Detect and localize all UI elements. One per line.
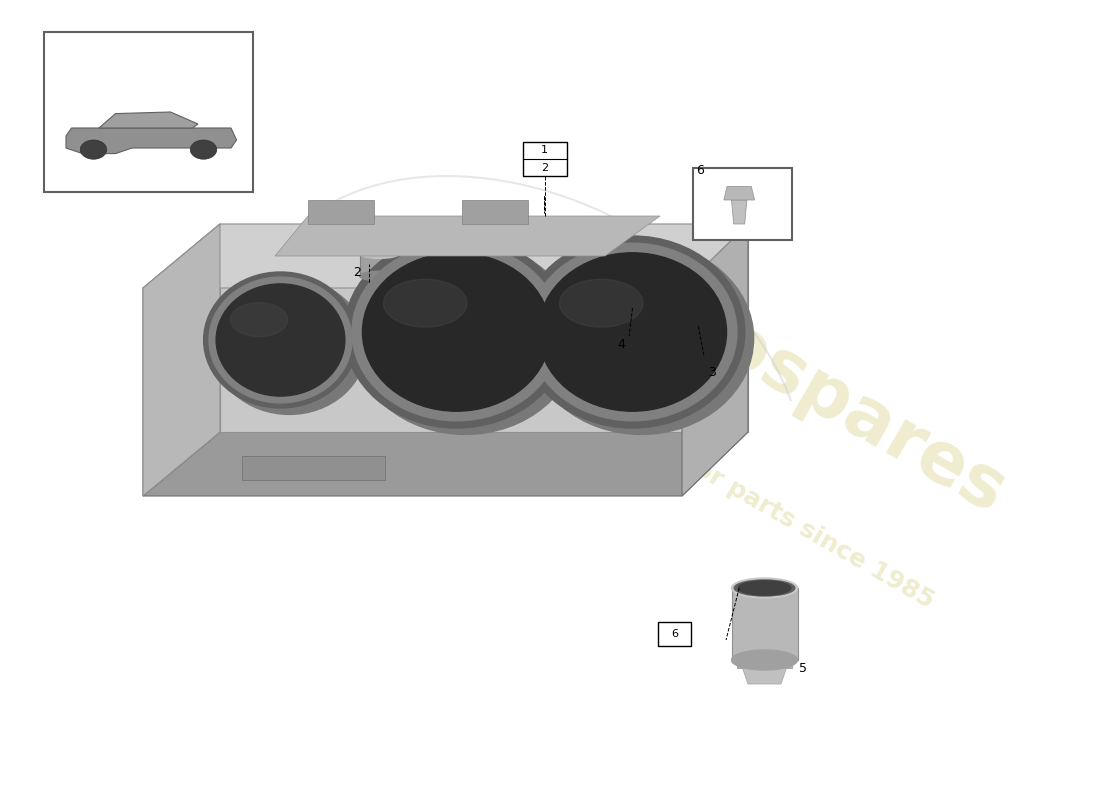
Polygon shape — [732, 200, 747, 224]
Ellipse shape — [529, 242, 754, 434]
Polygon shape — [682, 224, 748, 496]
Bar — [522, 142, 566, 176]
Polygon shape — [242, 456, 385, 480]
Ellipse shape — [216, 284, 345, 396]
Polygon shape — [692, 324, 705, 368]
Ellipse shape — [209, 277, 352, 403]
Text: eurospares: eurospares — [587, 240, 1019, 528]
Ellipse shape — [353, 242, 578, 434]
Ellipse shape — [383, 279, 468, 327]
Ellipse shape — [352, 243, 561, 421]
Polygon shape — [360, 254, 399, 276]
Ellipse shape — [528, 243, 737, 421]
Circle shape — [190, 140, 217, 159]
Bar — [658, 622, 691, 646]
Ellipse shape — [560, 279, 642, 327]
Bar — [693, 168, 792, 240]
Ellipse shape — [732, 650, 798, 670]
Polygon shape — [462, 200, 528, 224]
Bar — [44, 32, 253, 192]
Ellipse shape — [204, 272, 358, 408]
Polygon shape — [742, 668, 786, 684]
Circle shape — [80, 140, 107, 159]
Text: 5: 5 — [799, 662, 807, 674]
Ellipse shape — [732, 578, 798, 598]
Text: 4: 4 — [617, 338, 626, 350]
Polygon shape — [308, 200, 374, 224]
Polygon shape — [275, 216, 660, 256]
Ellipse shape — [735, 580, 794, 596]
Ellipse shape — [360, 249, 399, 258]
Polygon shape — [143, 224, 748, 288]
Polygon shape — [143, 224, 220, 496]
Ellipse shape — [520, 236, 745, 428]
Text: 2: 2 — [541, 163, 548, 173]
Polygon shape — [724, 186, 755, 200]
Polygon shape — [143, 432, 748, 496]
Polygon shape — [737, 660, 792, 668]
Polygon shape — [99, 112, 198, 128]
Polygon shape — [143, 224, 220, 496]
Polygon shape — [624, 280, 657, 308]
Polygon shape — [685, 312, 712, 324]
Text: 3: 3 — [707, 366, 716, 378]
Ellipse shape — [363, 253, 550, 411]
Ellipse shape — [738, 581, 791, 595]
Ellipse shape — [231, 302, 288, 337]
Text: a passion for parts since 1985: a passion for parts since 1985 — [558, 379, 938, 613]
Ellipse shape — [344, 236, 569, 428]
Polygon shape — [66, 128, 236, 154]
Ellipse shape — [539, 253, 727, 411]
Ellipse shape — [360, 271, 399, 281]
Polygon shape — [732, 588, 798, 660]
Text: 2: 2 — [353, 266, 362, 278]
Text: 1: 1 — [541, 145, 548, 154]
Text: 6: 6 — [671, 630, 678, 639]
Polygon shape — [220, 224, 748, 432]
Text: 6: 6 — [696, 164, 704, 178]
Ellipse shape — [212, 278, 366, 414]
